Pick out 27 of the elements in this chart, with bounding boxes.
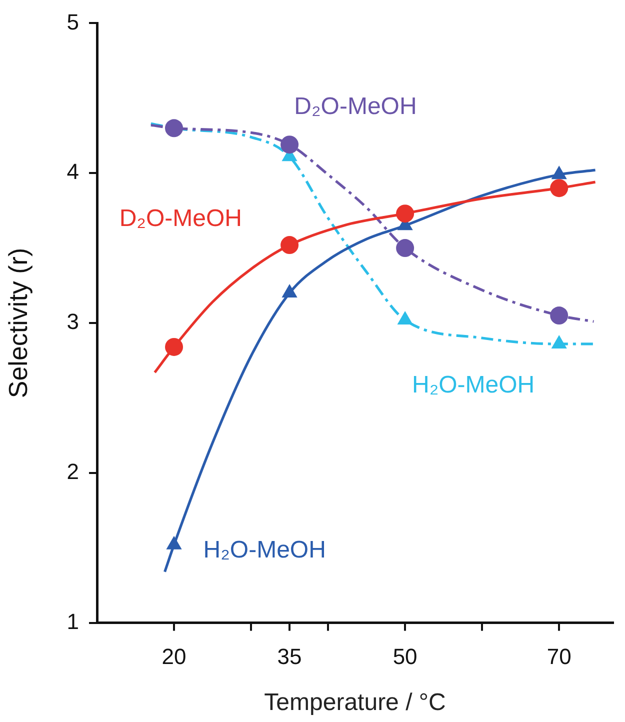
point (397, 311, 413, 324)
y-tick-label: 1 (66, 608, 79, 634)
point (396, 204, 414, 223)
point (550, 179, 568, 198)
series-label: H₂O-MeOH (203, 536, 326, 564)
x-tick-label: 50 (392, 644, 418, 670)
point (166, 536, 182, 550)
y-axis-title: Selectivity (r) (2, 248, 33, 398)
y-tick-label: 3 (66, 309, 79, 334)
y-tick-label: 2 (66, 458, 79, 484)
y-tick-label: 4 (66, 159, 79, 184)
x-tick-label: 70 (546, 644, 572, 670)
point (550, 306, 568, 325)
x-axis-title: Temperature / °C (264, 689, 446, 716)
x-tick-label: 20 (162, 644, 186, 670)
y-tick-label: 5 (66, 9, 79, 34)
series-label: D₂O-MeOH (119, 205, 242, 232)
series-label: D₂O-MeOH (294, 92, 417, 120)
x-tick-label: 35 (277, 644, 302, 670)
point (165, 338, 184, 356)
point (282, 284, 298, 298)
point (396, 239, 414, 258)
point (551, 334, 567, 348)
series-label: H₂O-MeOH (412, 372, 535, 399)
point (165, 119, 184, 138)
point (280, 136, 299, 154)
point (280, 236, 299, 254)
